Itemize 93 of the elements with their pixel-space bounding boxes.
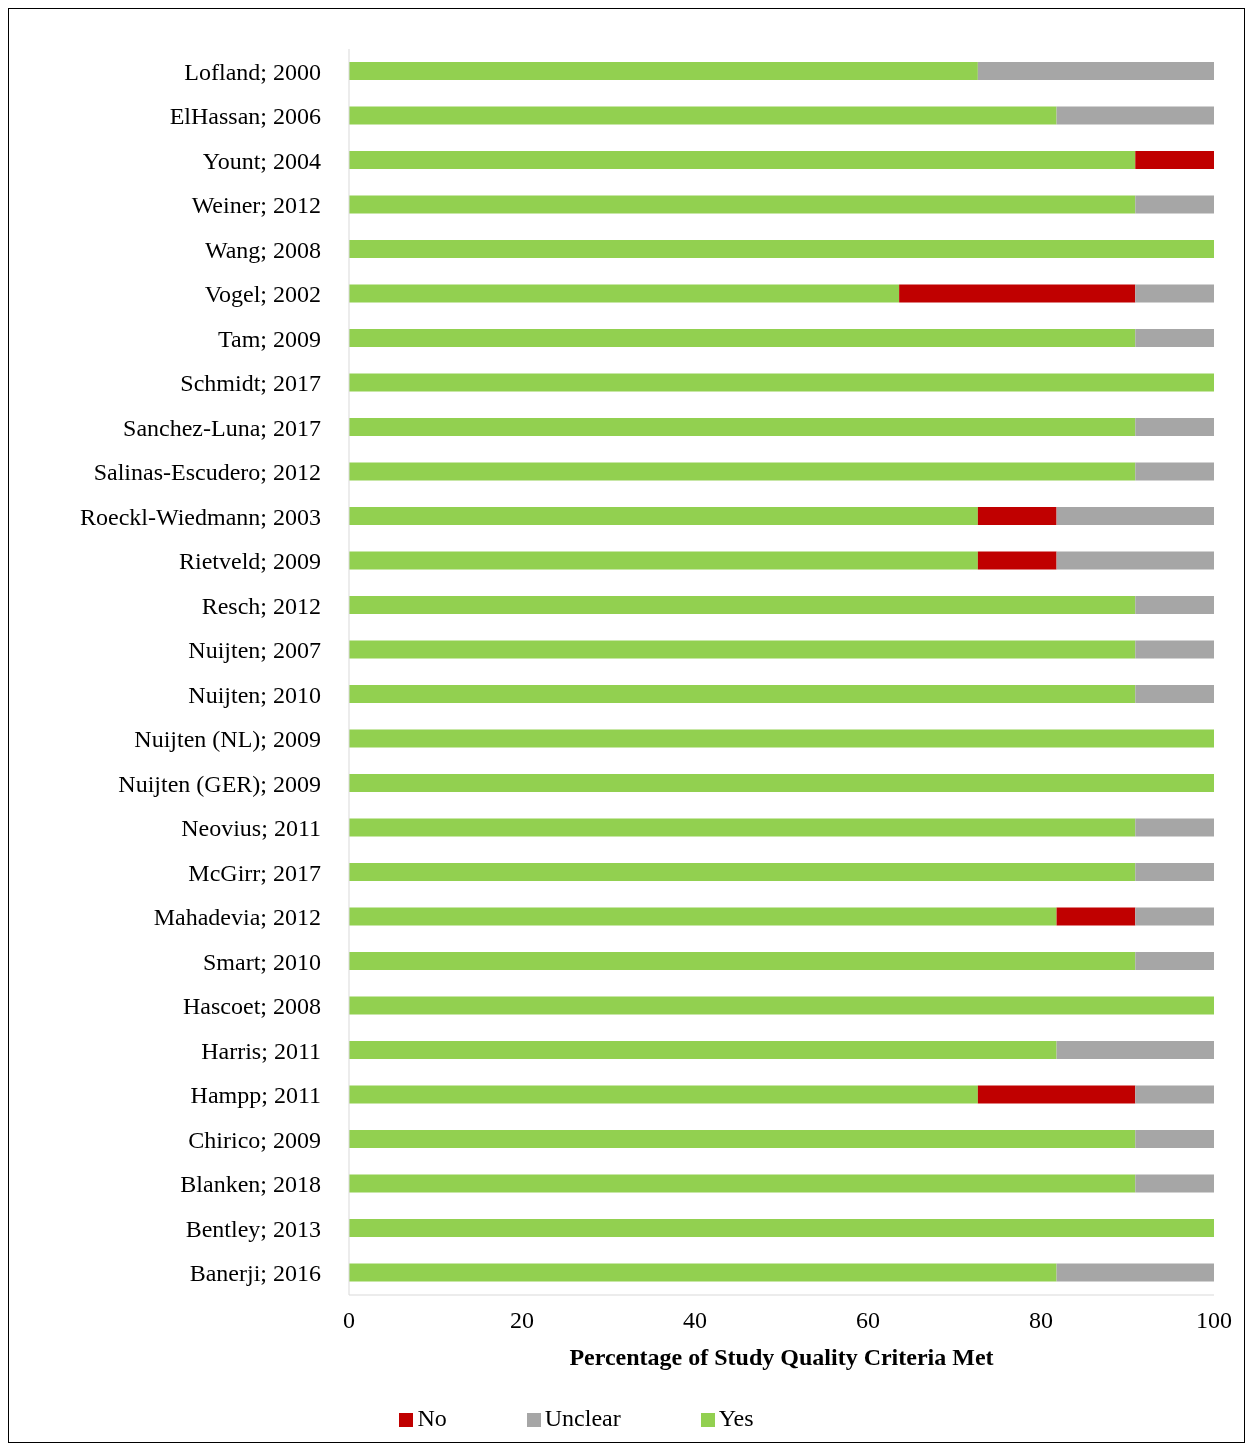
bar <box>1135 685 1214 703</box>
bar <box>1135 151 1214 169</box>
y-tick-label: Schmidt; 2017 <box>180 370 321 397</box>
x-tick-label: 0 <box>343 1307 355 1334</box>
bar <box>1056 551 1214 570</box>
bar <box>349 106 1057 125</box>
y-tick-label: Blanken; 2018 <box>180 1171 321 1198</box>
bar <box>349 907 1057 926</box>
bar <box>1135 952 1214 970</box>
y-tick-label: Neovius; 2011 <box>181 815 321 842</box>
bar <box>1135 863 1214 881</box>
bar <box>1135 596 1214 614</box>
y-tick-label: Banerji; 2016 <box>189 1260 321 1287</box>
y-tick-label: Nuijten (NL); 2009 <box>134 726 321 753</box>
y-tick-label: Nuijten; 2010 <box>188 681 321 708</box>
bar <box>349 640 1136 659</box>
bar <box>1135 329 1214 347</box>
y-tick-label: Nuijten (GER); 2009 <box>118 770 321 797</box>
y-tick-label: Chirico; 2009 <box>188 1126 321 1153</box>
legend-label: No <box>417 1405 447 1431</box>
bar <box>349 596 1136 614</box>
bar <box>349 551 978 570</box>
legend-label: Yes <box>718 1405 754 1431</box>
bar <box>1135 1130 1214 1148</box>
bar <box>349 863 1136 881</box>
bar <box>1135 284 1214 303</box>
bar <box>349 818 1136 837</box>
y-tick-label: Vogel; 2002 <box>204 281 321 308</box>
x-tick-label: 100 <box>1196 1307 1232 1334</box>
bar <box>349 195 1136 214</box>
bar <box>349 284 900 303</box>
bar <box>1135 462 1214 481</box>
y-tick-label: Sanchez-Luna; 2017 <box>123 414 321 441</box>
bar <box>1135 818 1214 837</box>
bar <box>349 685 1136 703</box>
y-tick-label: McGirr; 2017 <box>188 859 321 886</box>
bar <box>349 952 1136 970</box>
x-tick-label: 40 <box>683 1307 707 1334</box>
bar <box>977 62 1214 80</box>
y-tick-label: Resch; 2012 <box>201 592 321 619</box>
y-tick-label: Nuijten; 2007 <box>188 637 321 664</box>
bar <box>349 507 978 525</box>
bar <box>349 774 1214 792</box>
bar <box>349 1263 1057 1282</box>
y-tick-label: Wang; 2008 <box>204 236 321 263</box>
bar <box>349 151 1136 169</box>
y-tick-label: Harris; 2011 <box>201 1037 321 1064</box>
bar <box>1056 1263 1214 1282</box>
bar <box>977 507 1057 525</box>
x-axis-title: Percentage of Study Quality Criteria Met <box>569 1344 994 1370</box>
y-tick-label: Tam; 2009 <box>218 325 321 352</box>
x-tick-label: 60 <box>856 1307 880 1334</box>
bar <box>349 462 1136 481</box>
bar <box>1056 106 1214 125</box>
bar <box>977 551 1057 570</box>
x-tick-label: 80 <box>1029 1307 1053 1334</box>
bar <box>349 1219 1214 1237</box>
y-tick-label: Rietveld; 2009 <box>179 548 321 575</box>
bar <box>349 1085 978 1104</box>
bar <box>349 373 1214 392</box>
x-tick-label: 20 <box>510 1307 534 1334</box>
bar <box>349 62 978 80</box>
bar <box>349 418 1136 436</box>
y-tick-label: Bentley; 2013 <box>185 1215 321 1242</box>
bar <box>899 284 1136 303</box>
y-tick-label: Weiner; 2012 <box>191 192 321 219</box>
y-tick-label: Smart; 2010 <box>203 948 321 975</box>
bar <box>1135 418 1214 436</box>
bar <box>349 329 1136 347</box>
bar <box>1135 640 1214 659</box>
bar <box>1135 1085 1214 1104</box>
bar <box>1056 1041 1214 1059</box>
y-tick-label: Salinas-Escudero; 2012 <box>93 459 321 486</box>
bar <box>349 1174 1136 1193</box>
bar <box>349 1041 1057 1059</box>
bar <box>1056 907 1136 926</box>
bar <box>349 729 1214 748</box>
bar <box>349 1130 1136 1148</box>
y-tick-label: Lofland; 2000 <box>184 58 321 85</box>
legend-label: Unclear <box>544 1405 621 1431</box>
bar <box>1135 195 1214 214</box>
y-tick-label: Hampp; 2011 <box>190 1082 321 1109</box>
bar <box>1056 507 1214 525</box>
y-tick-label: Mahadevia; 2012 <box>153 904 321 931</box>
bar <box>977 1085 1136 1104</box>
y-tick-label: Yount; 2004 <box>202 147 321 174</box>
bar <box>349 996 1214 1015</box>
y-tick-label: ElHassan; 2006 <box>169 103 321 130</box>
y-tick-label: Hascoet; 2008 <box>183 993 321 1020</box>
bar <box>1135 907 1214 926</box>
bar <box>1135 1174 1214 1193</box>
y-tick-label: Roeckl-Wiedmann; 2003 <box>80 503 321 530</box>
bar <box>349 240 1214 258</box>
